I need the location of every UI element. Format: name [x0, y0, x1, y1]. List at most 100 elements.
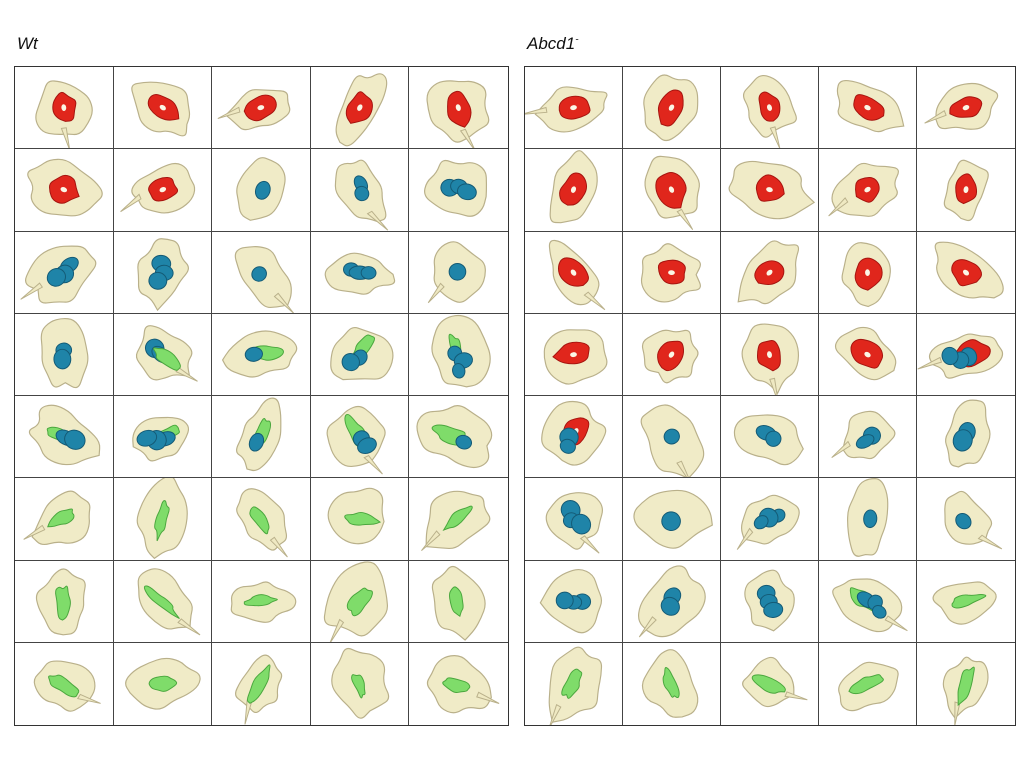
cell-image	[113, 560, 213, 643]
organelle-hole	[865, 268, 870, 276]
cell-protrusion	[977, 534, 1003, 550]
cell-image	[623, 149, 721, 232]
cell-image	[310, 67, 410, 150]
organelle-green	[148, 675, 177, 692]
cell-protrusion	[60, 127, 71, 149]
cell-image	[310, 313, 410, 396]
cell-rendering	[331, 647, 389, 719]
cell-rendering	[741, 323, 800, 395]
cell-rendering	[217, 89, 291, 131]
cell-image	[15, 231, 114, 314]
organelle-green	[350, 673, 366, 699]
cell-rendering	[847, 478, 889, 558]
organelle-blue	[660, 596, 680, 616]
cell-rendering	[549, 150, 598, 224]
cell-rendering	[942, 656, 989, 725]
cell-protrusion	[476, 691, 500, 704]
cell-image	[212, 231, 311, 314]
panel-title-superscript: -	[575, 34, 579, 46]
cell-rendering	[541, 400, 607, 466]
cell-rendering	[236, 488, 289, 558]
organelle-blue	[136, 429, 157, 447]
cell-image	[721, 313, 819, 396]
cell-rendering	[945, 399, 991, 468]
organelle-blue	[248, 432, 265, 452]
cell-protrusion	[20, 281, 44, 300]
cell-image	[525, 478, 623, 561]
cell-image	[525, 560, 623, 643]
cell-image	[917, 396, 1015, 479]
cell-image	[15, 313, 114, 396]
cell-rendering	[428, 240, 487, 303]
cell-protrusion	[366, 210, 388, 231]
cell-rendering	[431, 314, 492, 388]
cell-rendering	[135, 324, 198, 382]
cell-rendering	[733, 414, 804, 466]
cell-image	[721, 560, 819, 643]
organelle-green	[47, 508, 75, 528]
organelle-hole	[767, 351, 772, 358]
organelle-hole	[864, 104, 871, 111]
organelle-hole	[456, 104, 462, 111]
organelle-blue	[941, 346, 959, 365]
cell-protrusion	[273, 292, 295, 313]
organelle-blue	[872, 604, 887, 619]
cell-image	[212, 313, 311, 396]
cell-image	[113, 313, 213, 396]
organelle-green	[662, 666, 680, 698]
cell-image	[409, 232, 508, 314]
organelle-green	[247, 664, 271, 704]
cell-image	[15, 478, 114, 561]
cell-image	[113, 396, 213, 479]
cell-rendering	[35, 567, 86, 635]
organelle-blue	[449, 262, 467, 281]
cell-protrusion	[176, 617, 200, 635]
cell-rendering	[525, 86, 608, 133]
cell-rendering	[831, 410, 896, 460]
organelle-hole	[356, 104, 363, 111]
cell-image	[15, 396, 114, 479]
cell-rendering	[934, 241, 1004, 299]
cell-image	[819, 313, 917, 396]
cell-image	[15, 642, 114, 725]
organelle-red	[552, 341, 590, 365]
cell-rendering	[230, 580, 297, 623]
cell-protrusion	[769, 126, 781, 149]
cell-rendering	[644, 156, 700, 231]
cell-protrusion	[884, 614, 908, 631]
cell-image	[409, 478, 508, 561]
panel-title-text: Wt	[17, 34, 38, 53]
cell-rendering	[539, 568, 603, 633]
cell-rendering	[35, 80, 93, 149]
cell-rendering	[119, 163, 195, 214]
cell-image	[721, 67, 819, 150]
cell-image	[212, 560, 311, 643]
organelle-green	[249, 506, 270, 535]
cell-rendering	[836, 79, 905, 133]
cell-image	[721, 642, 819, 725]
cell-rendering	[234, 245, 295, 313]
cell-rendering	[643, 74, 699, 142]
cell-protrusion	[736, 527, 754, 551]
cell-image	[212, 478, 311, 561]
cell-image	[917, 149, 1015, 232]
cell-rendering	[33, 660, 101, 712]
cell-rendering	[327, 487, 385, 545]
organelle-blue	[571, 514, 592, 535]
cell-image	[623, 67, 721, 150]
organelle-blue	[354, 186, 370, 202]
organelle-green	[153, 500, 170, 542]
organelle-green	[243, 593, 279, 606]
cell-image	[310, 560, 410, 643]
cell-image	[409, 67, 508, 150]
cell-image	[819, 149, 917, 232]
cell-rendering	[130, 81, 190, 137]
cell-image	[113, 231, 213, 314]
cell-rendering	[543, 329, 608, 385]
organelle-green	[152, 347, 181, 371]
cell-image	[310, 149, 410, 232]
cell-rendering	[236, 157, 286, 222]
cell-image	[623, 231, 721, 314]
cell-image	[212, 642, 311, 725]
cell-image	[525, 149, 623, 232]
